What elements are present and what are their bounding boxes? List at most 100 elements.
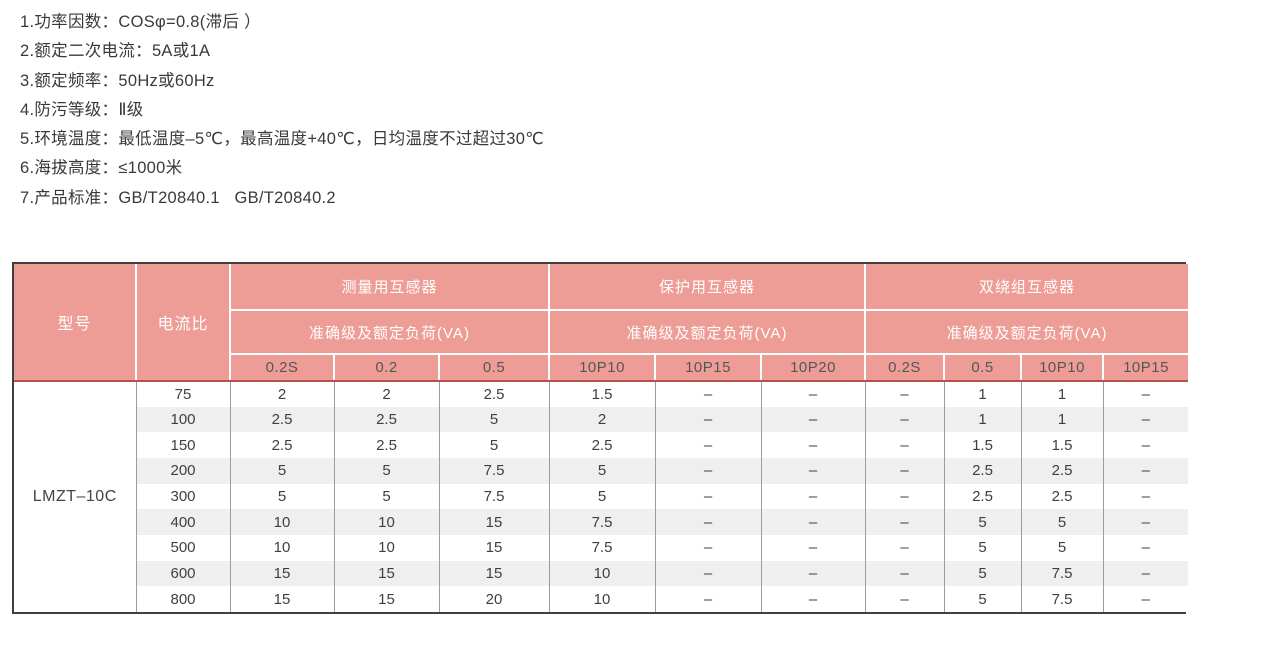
value-cell: –: [760, 534, 866, 561]
value-cell: 5: [943, 560, 1022, 587]
value-cell: –: [760, 381, 866, 407]
value-cell: 7.5: [438, 483, 550, 510]
value-cell: –: [760, 457, 866, 484]
value-cell: 1: [943, 381, 1022, 407]
class-header: 10P10: [548, 354, 656, 382]
value-cell: 10: [548, 586, 656, 612]
value-cell: 15: [438, 534, 550, 561]
table-row: 400 10 10 15 7.5– – –5 5–: [14, 509, 1189, 535]
value-cell: –: [864, 381, 945, 407]
spec-line-secondary-current: 2.额定二次电流：5A或1A: [20, 42, 211, 61]
value-cell: 2.5: [229, 406, 335, 433]
spec-list: 1.功率因数：COSφ=0.8(滞后 ） 2.额定二次电流：5A或1A 3.额定…: [20, 8, 544, 213]
spec-table-wrap: 型号 电流比 测量用互感器 保护用互感器 双绕组互感器 准确级及额定负荷(VA)…: [12, 262, 1189, 614]
value-cell: –: [1102, 509, 1189, 535]
value-cell: 5: [943, 534, 1022, 561]
value-cell: –: [1102, 483, 1189, 510]
group-header-dual-winding: 双绕组互感器: [863, 264, 1189, 311]
value-cell: 7.5: [1020, 586, 1104, 612]
value-cell: –: [864, 406, 945, 433]
spec-line-pollution-class: 4.防污等级：Ⅱ级: [20, 100, 144, 119]
value-cell: 7.5: [438, 457, 550, 484]
value-cell: –: [1102, 457, 1189, 484]
table-row: 100 2.5 2.5 5 2– – –1 1–: [14, 406, 1189, 433]
class-header: 10P15: [1101, 354, 1189, 382]
value-cell: 5: [438, 432, 550, 458]
spec-line-standard: 7.产品标准：GB/T20840.1 GB/T20840.2: [20, 188, 336, 207]
value-cell: –: [864, 432, 945, 458]
value-cell: –: [1102, 406, 1189, 433]
model-header-cell: 型号: [14, 264, 137, 382]
value-cell: 5: [1020, 509, 1104, 535]
value-cell: –: [760, 560, 866, 587]
value-cell: –: [864, 483, 945, 510]
value-cell: –: [760, 509, 866, 535]
value-cell: –: [1102, 560, 1189, 587]
value-cell: 5: [229, 457, 335, 484]
value-cell: 15: [438, 560, 550, 587]
value-cell: –: [654, 483, 762, 510]
class-header: 0.2: [333, 354, 440, 382]
table-row: 200 5 5 7.5 5– – –2.5 2.5–: [14, 457, 1189, 484]
spec-line-altitude: 6.海拔高度：≤1000米: [20, 159, 183, 178]
value-cell: 2: [548, 406, 656, 433]
header-row-classes: 0.2S 0.2 0.5 10P10 10P15 10P20 0.2S 0.5 …: [14, 354, 1189, 382]
class-header: 0.2S: [864, 354, 945, 382]
class-header: 10P15: [654, 354, 762, 382]
value-cell: –: [654, 586, 762, 612]
value-cell: 5: [548, 483, 656, 510]
group-header-measuring: 测量用互感器: [229, 264, 550, 311]
value-cell: 5: [229, 483, 335, 510]
value-cell: 20: [438, 586, 550, 612]
spec-line-ambient-temp: 5.环境温度：最低温度–5℃，最高温度+40℃，日均温度不过超过30℃: [20, 130, 545, 149]
ratio-cell: 200: [136, 457, 231, 484]
value-cell: –: [654, 457, 762, 484]
value-cell: 2.5: [333, 406, 440, 433]
value-cell: –: [654, 509, 762, 535]
table-header: 型号 电流比 测量用互感器 保护用互感器 双绕组互感器 准确级及额定负荷(VA)…: [14, 264, 1189, 382]
ratio-header-cell: 电流比: [135, 264, 231, 382]
ratio-cell: 300: [136, 483, 231, 510]
value-cell: 15: [333, 586, 440, 612]
table-row: 500 10 10 15 7.5– – –5 5–: [14, 534, 1189, 561]
value-cell: –: [760, 406, 866, 433]
table-body: LMZT–10C 75 2 2 2.5 1.5– – –1 1–100 2.5 2.5 5 2– – –1 1…: [14, 381, 1189, 612]
value-cell: –: [864, 509, 945, 535]
group-header-protection: 保护用互感器: [548, 264, 866, 311]
value-cell: 2: [229, 381, 335, 407]
value-cell: 1.5: [1020, 432, 1104, 458]
value-cell: 15: [438, 509, 550, 535]
header-row-groups: 型号 电流比 测量用互感器 保护用互感器 双绕组互感器: [14, 264, 1189, 382]
class-header: 10P20: [760, 354, 866, 382]
value-cell: 10: [333, 534, 440, 561]
table-row: 800 15 15 20 10– – –5 7.5–: [14, 586, 1189, 612]
value-cell: 2.5: [548, 432, 656, 458]
value-cell: –: [1102, 381, 1189, 407]
ratio-cell: 400: [136, 509, 231, 535]
spec-line-frequency: 3.额定频率：50Hz或60Hz: [20, 71, 215, 90]
ratio-cell: 75: [135, 381, 231, 407]
value-cell: –: [864, 560, 945, 587]
class-header: 0.5: [438, 354, 550, 382]
value-cell: 1.5: [943, 432, 1022, 458]
value-cell: 15: [333, 560, 440, 587]
value-cell: 15: [229, 586, 335, 612]
table-row: 600 15 15 15 10– – –5 7.5–: [14, 560, 1189, 587]
value-cell: –: [654, 406, 762, 433]
value-cell: –: [760, 586, 866, 612]
value-cell: 5: [333, 457, 440, 484]
value-cell: 15: [229, 560, 335, 587]
value-cell: –: [654, 534, 762, 561]
spec-table: 型号 电流比 测量用互感器 保护用互感器 双绕组互感器 准确级及额定负荷(VA)…: [14, 264, 1189, 612]
subheader-dual-winding-load: 准确级及额定负荷(VA): [863, 310, 1189, 355]
value-cell: –: [760, 483, 866, 510]
ratio-cell: 800: [136, 586, 231, 612]
subheader-protection-load: 准确级及额定负荷(VA): [548, 310, 866, 355]
value-cell: 1.5: [548, 381, 656, 407]
value-cell: 5: [1020, 534, 1104, 561]
ratio-cell: 600: [136, 560, 231, 587]
value-cell: –: [1102, 534, 1189, 561]
value-cell: 10: [333, 509, 440, 535]
value-cell: –: [654, 381, 762, 407]
header-row-subtitles: 准确级及额定负荷(VA) 准确级及额定负荷(VA) 准确级及额定负荷(VA): [14, 310, 1189, 355]
